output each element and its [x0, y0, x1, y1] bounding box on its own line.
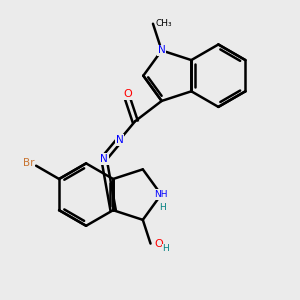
Text: N: N	[116, 135, 123, 145]
Text: CH₃: CH₃	[156, 19, 172, 28]
Text: O: O	[123, 89, 132, 99]
Text: O: O	[154, 238, 163, 249]
Text: Br: Br	[23, 158, 34, 168]
Text: N: N	[158, 45, 166, 56]
Text: N: N	[100, 154, 108, 164]
Text: H: H	[159, 202, 166, 211]
Text: H: H	[163, 244, 170, 253]
Text: NH: NH	[154, 190, 168, 199]
